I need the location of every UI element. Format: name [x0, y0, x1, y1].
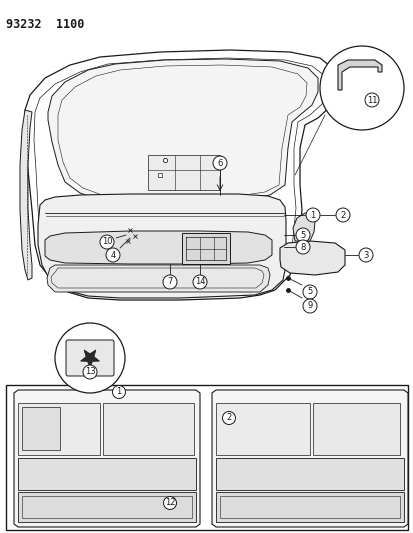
Circle shape: [163, 497, 176, 510]
Text: 1: 1: [310, 211, 315, 220]
Polygon shape: [216, 492, 403, 522]
FancyBboxPatch shape: [6, 385, 407, 530]
Polygon shape: [25, 50, 337, 300]
Text: 5: 5: [300, 230, 305, 239]
Polygon shape: [312, 403, 399, 455]
Polygon shape: [45, 231, 271, 264]
Polygon shape: [147, 155, 219, 190]
Circle shape: [83, 365, 97, 379]
Polygon shape: [182, 233, 230, 264]
Polygon shape: [103, 403, 194, 455]
Polygon shape: [14, 390, 199, 527]
Text: 12: 12: [164, 498, 175, 507]
Circle shape: [319, 46, 403, 130]
Text: 7: 7: [167, 278, 172, 287]
Text: 2: 2: [339, 211, 345, 220]
Circle shape: [212, 156, 226, 170]
Circle shape: [305, 208, 319, 222]
Circle shape: [100, 235, 114, 249]
Text: 6: 6: [217, 158, 222, 167]
Circle shape: [163, 275, 177, 289]
Polygon shape: [216, 403, 309, 455]
Polygon shape: [279, 241, 344, 275]
Circle shape: [295, 240, 309, 254]
Text: 14: 14: [194, 278, 205, 287]
Polygon shape: [48, 59, 317, 202]
Circle shape: [112, 385, 125, 399]
Text: 9: 9: [306, 302, 312, 311]
Circle shape: [295, 228, 309, 242]
Circle shape: [358, 248, 372, 262]
Text: 10: 10: [102, 238, 112, 246]
Polygon shape: [20, 110, 32, 280]
Circle shape: [106, 248, 120, 262]
Polygon shape: [47, 265, 269, 292]
Polygon shape: [211, 390, 407, 527]
Circle shape: [192, 275, 206, 289]
FancyBboxPatch shape: [66, 340, 114, 376]
Text: 93232  1100: 93232 1100: [6, 18, 84, 31]
Text: 11: 11: [366, 95, 376, 104]
Polygon shape: [216, 458, 403, 490]
Text: 5: 5: [306, 287, 312, 296]
Circle shape: [335, 208, 349, 222]
Polygon shape: [18, 492, 195, 522]
Text: 2: 2: [226, 414, 231, 423]
Text: 1: 1: [116, 387, 121, 397]
Polygon shape: [22, 407, 60, 450]
Polygon shape: [292, 213, 314, 241]
Text: 3: 3: [363, 251, 368, 260]
Polygon shape: [18, 458, 195, 490]
Polygon shape: [38, 194, 285, 298]
Text: 8: 8: [299, 243, 305, 252]
Text: 4: 4: [110, 251, 115, 260]
Polygon shape: [337, 60, 381, 90]
Circle shape: [364, 93, 378, 107]
Circle shape: [222, 411, 235, 424]
Circle shape: [55, 323, 125, 393]
Polygon shape: [18, 403, 100, 455]
Text: 13: 13: [85, 367, 95, 376]
Polygon shape: [80, 350, 99, 368]
Circle shape: [302, 299, 316, 313]
Circle shape: [302, 285, 316, 299]
